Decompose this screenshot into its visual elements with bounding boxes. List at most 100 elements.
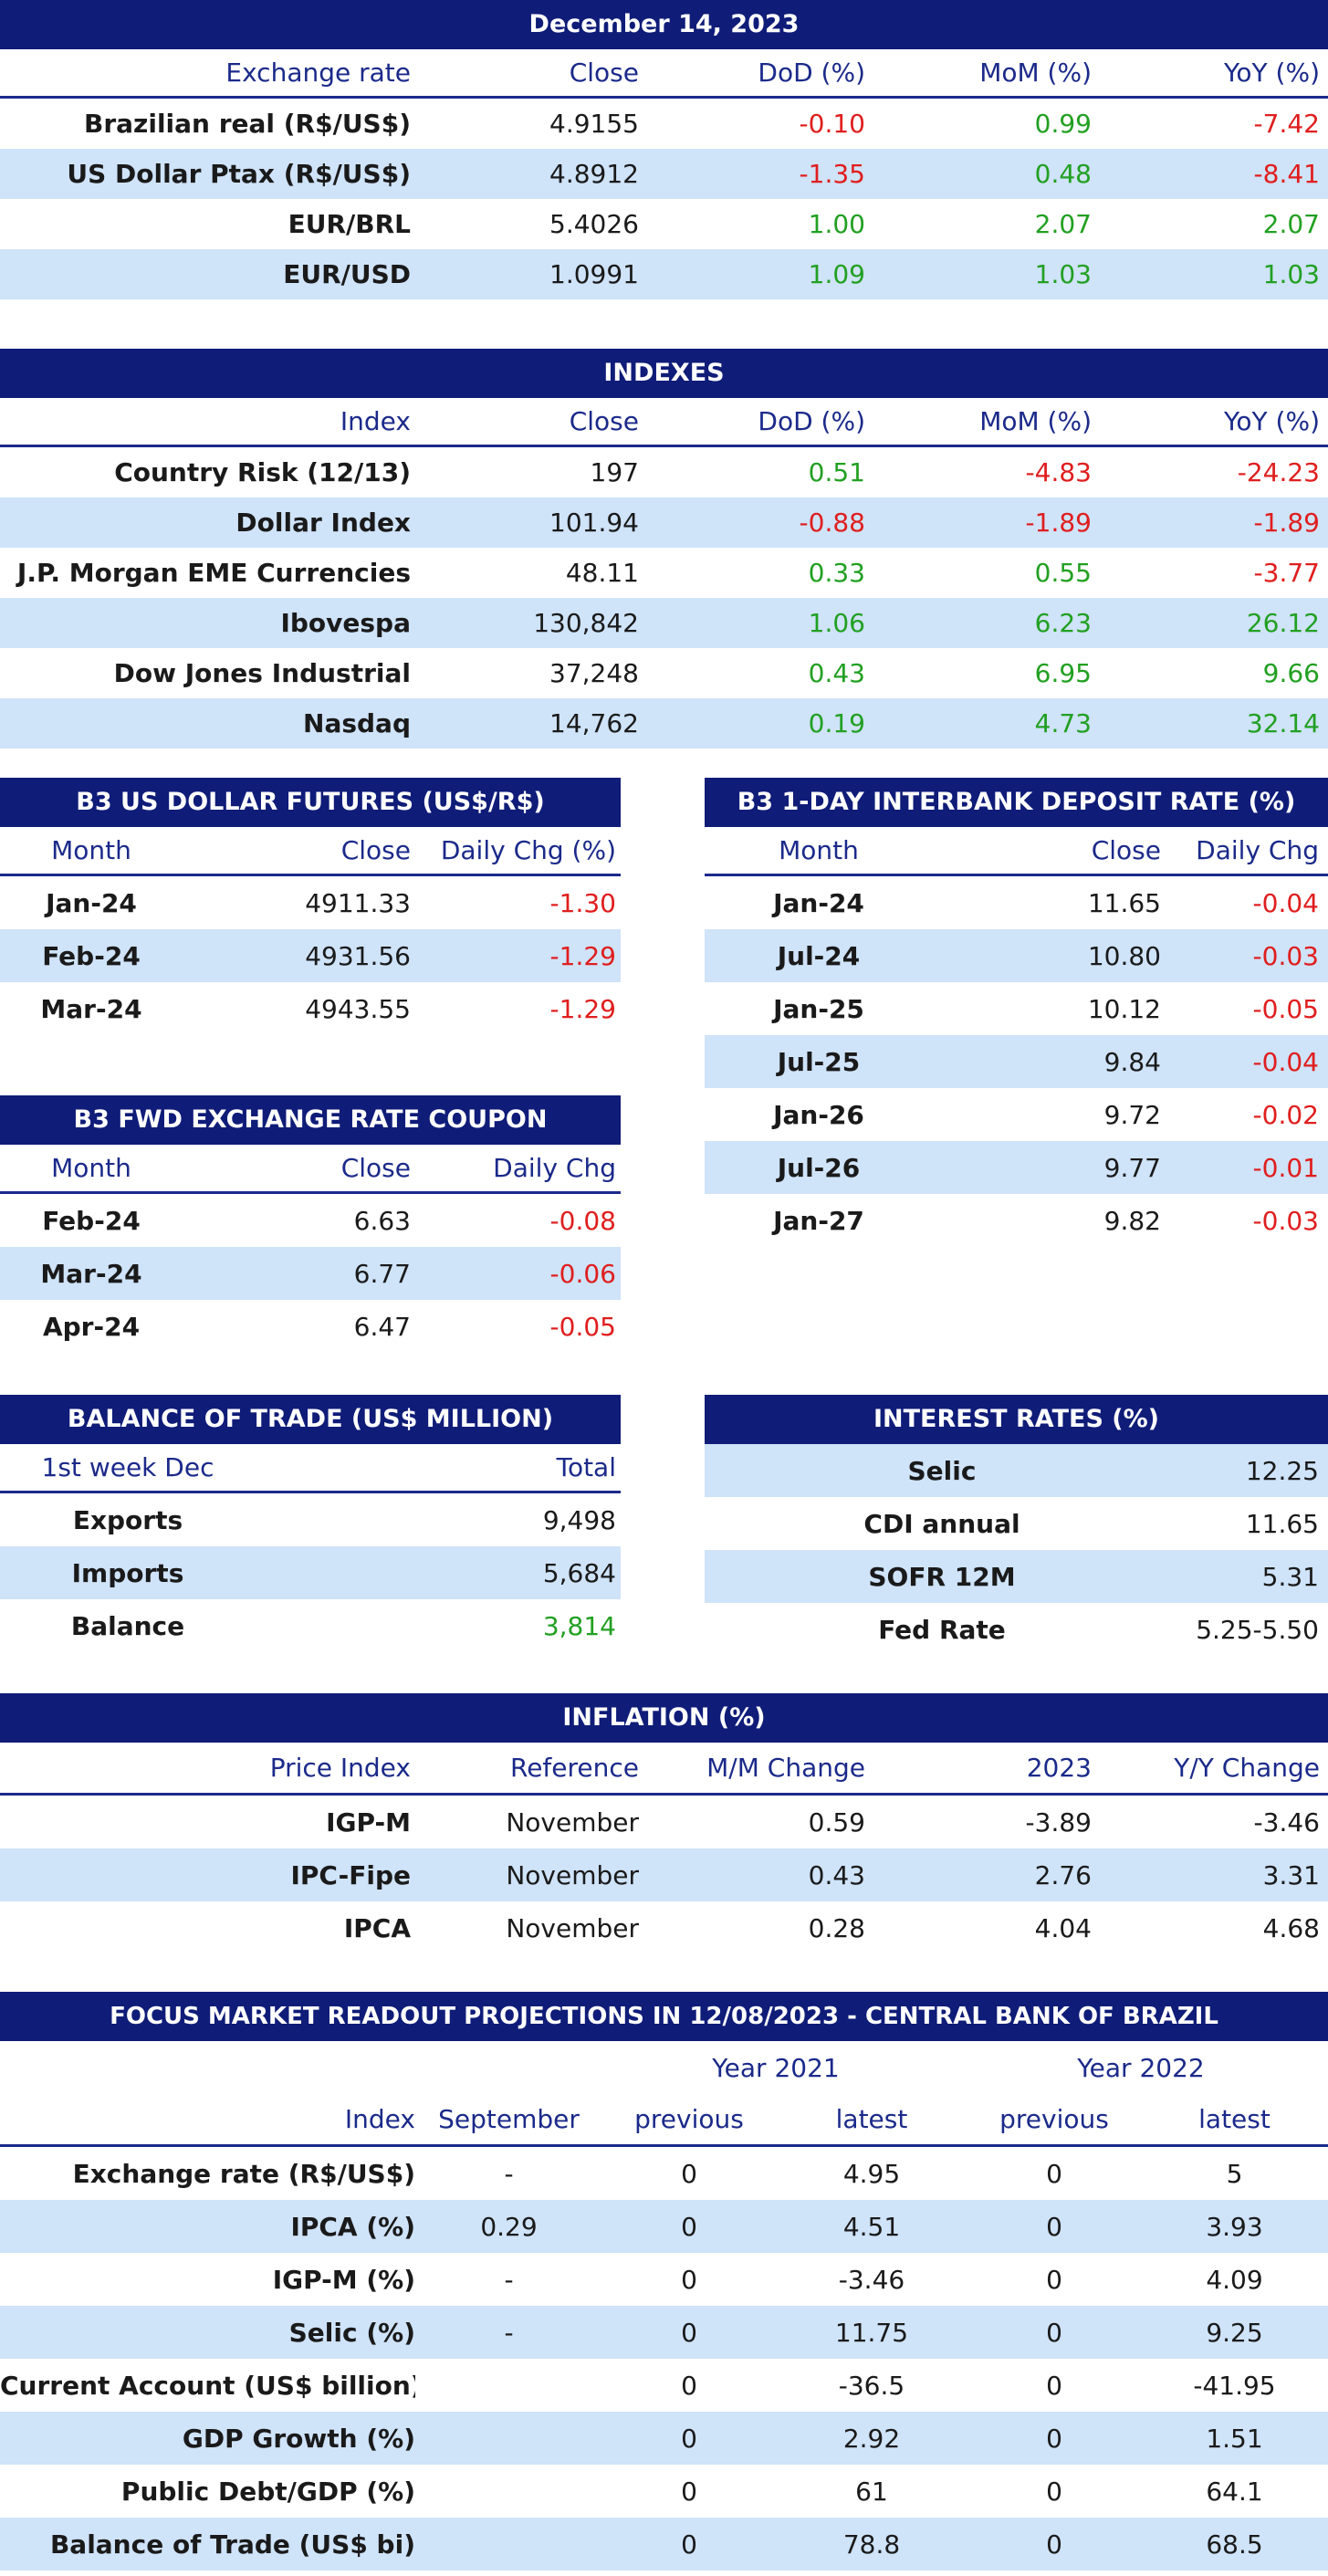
yoy-value: -3.77: [1253, 558, 1320, 588]
chg-value: -0.02: [1252, 1099, 1319, 1130]
close-value: 4911.33: [305, 887, 411, 918]
col-price-index: Price Index: [269, 1753, 411, 1783]
col-close: Close: [340, 835, 411, 865]
indexes-title: INDEXES: [0, 349, 1328, 398]
latest-2022-value: 1.51: [1206, 2423, 1263, 2454]
yoy-value: 32.14: [1246, 708, 1320, 738]
col-reference: Reference: [510, 1753, 639, 1783]
chg-value: -0.03: [1252, 940, 1319, 971]
close-value: 1.0991: [549, 259, 639, 289]
table-row: IPCA November 0.28 4.04 4.68: [0, 1901, 1328, 1954]
ytd-value: 2.76: [1034, 1859, 1092, 1890]
chg-value: -1.30: [549, 887, 616, 918]
row-month: Feb-24: [42, 1205, 141, 1236]
mom-value: 2.07: [1034, 209, 1092, 239]
indexes-table: INDEXES Index Close DoD (%) MoM (%) YoY …: [0, 349, 1328, 749]
column-header-row: 1st week Dec Total: [0, 1444, 621, 1493]
row-label: IPCA: [343, 1912, 411, 1943]
col-yoy: YoY (%): [1224, 58, 1320, 88]
chg-value: -0.08: [549, 1205, 616, 1236]
col-previous-2021: previous: [634, 2104, 744, 2134]
col-daily-chg: Daily Chg: [493, 1153, 616, 1183]
table-row: EUR/USD 1.0991 1.09 1.03 1.03: [0, 249, 1328, 299]
row-label: Selic: [907, 1455, 977, 1486]
close-value: 4943.55: [305, 993, 411, 1024]
latest-2022-value: 4.09: [1206, 2264, 1263, 2295]
col-period: 1st week Dec: [41, 1452, 214, 1482]
yy-value: -3.46: [1253, 1806, 1320, 1838]
table-row: Public Debt/GDP (%) 0 61 0 64.1: [0, 2465, 1328, 2518]
column-header-row: Month Close Daily Chg (%): [0, 827, 621, 876]
previous-2022-value: 0: [1046, 2370, 1062, 2401]
row-label: Current Account (US$ billion): [0, 2370, 415, 2401]
year-2022-label: Year 2022: [1077, 2052, 1205, 2083]
previous-2022-value: 0: [1046, 2264, 1062, 2295]
row-label: Balance: [70, 1610, 185, 1641]
table-row: IGP-M November 0.59 -3.89 -3.46: [0, 1796, 1328, 1848]
exchange-rate-table: December 14, 2023 Exchange rate Close Do…: [0, 0, 1328, 299]
previous-2021-value: 0: [681, 2317, 697, 2348]
row-label: IGP-M (%): [272, 2264, 415, 2295]
mm-value: 0.59: [808, 1806, 865, 1838]
table-row: Feb-24 6.63 -0.08: [0, 1194, 621, 1247]
row-label: Brazilian real (R$/US$): [84, 109, 411, 139]
fwd-coupon-title: B3 FWD EXCHANGE RATE COUPON: [0, 1095, 621, 1145]
close-value: 197: [590, 457, 639, 487]
close-value: 9.77: [1103, 1152, 1161, 1183]
close-value: 10.80: [1087, 940, 1161, 971]
balance-of-trade-table: BALANCE OF TRADE (US$ MILLION) 1st week …: [0, 1395, 621, 1652]
table-row: Dollar Index 101.94 -0.88 -1.89 -1.89: [0, 497, 1328, 548]
focus-projections-table: FOCUS MARKET READOUT PROJECTIONS IN 12/0…: [0, 1992, 1328, 2571]
yoy-value: 2.07: [1262, 209, 1320, 239]
yoy-value: 26.12: [1246, 608, 1320, 638]
previous-2021-value: 0: [681, 2423, 697, 2454]
total-value: 9,498: [542, 1504, 616, 1535]
yy-value: 3.31: [1262, 1859, 1320, 1890]
latest-2021-value: -3.46: [838, 2264, 905, 2295]
close-value: 37,248: [549, 658, 639, 688]
row-month: Jan-27: [773, 1205, 864, 1236]
table-row: Jan-24 4911.33 -1.30: [0, 876, 621, 929]
yoy-value: -8.41: [1253, 159, 1320, 189]
table-row: Jan-27 9.82 -0.03: [705, 1194, 1328, 1247]
table-row: Jan-26 9.72 -0.02: [705, 1088, 1328, 1141]
col-mom: MoM (%): [979, 406, 1092, 436]
row-label: Public Debt/GDP (%): [120, 2476, 415, 2507]
col-index: Index: [344, 2104, 415, 2134]
col-september: September: [438, 2104, 580, 2134]
total-value: 5,684: [542, 1557, 616, 1588]
chg-value: -0.05: [549, 1311, 616, 1342]
dollar-futures-title: B3 US DOLLAR FUTURES (US$/R$): [0, 778, 621, 827]
table-row: Apr-24 6.47 -0.05: [0, 1300, 621, 1353]
close-value: 130,842: [533, 608, 639, 638]
previous-2022-value: 0: [1046, 2529, 1062, 2560]
previous-2021-value: 0: [681, 2529, 697, 2560]
column-header-row: Exchange rate Close DoD (%) MoM (%) YoY …: [0, 49, 1328, 99]
col-yoy: YoY (%): [1224, 406, 1320, 436]
previous-2022-value: 0: [1046, 2423, 1062, 2454]
chg-value: -1.29: [549, 940, 616, 971]
chg-value: -0.03: [1252, 1205, 1319, 1236]
close-value: 14,762: [549, 708, 639, 738]
row-label: Exchange rate (R$/US$): [72, 2158, 415, 2189]
table-row: Fed Rate 5.25-5.50: [705, 1603, 1328, 1656]
row-month: Mar-24: [40, 993, 142, 1024]
mom-value: 4.73: [1034, 708, 1092, 738]
yoy-value: 1.03: [1262, 259, 1320, 289]
september-value: -: [504, 2158, 514, 2189]
close-value: 9.82: [1103, 1205, 1161, 1236]
rate-value: 12.25: [1245, 1455, 1319, 1486]
dod-value: 0.43: [808, 658, 865, 688]
column-header-row: Month Close Daily Chg: [0, 1145, 621, 1194]
close-value: 11.65: [1087, 887, 1161, 918]
col-dod: DoD (%): [758, 406, 865, 436]
table-row: IPCA (%) 0.29 0 4.51 0 3.93: [0, 2200, 1328, 2253]
table-row: Current Account (US$ billion) 0 -36.5 0 …: [0, 2359, 1328, 2412]
col-latest-2022: latest: [1198, 2104, 1270, 2134]
table-row: Country Risk (12/13) 197 0.51 -4.83 -24.…: [0, 447, 1328, 497]
yoy-value: -7.42: [1253, 109, 1320, 139]
table-row: Exports 9,498: [0, 1493, 621, 1546]
row-label: Balance of Trade (US$ bi): [49, 2529, 415, 2560]
mm-value: 0.28: [808, 1912, 865, 1943]
previous-2021-value: 0: [681, 2476, 697, 2507]
